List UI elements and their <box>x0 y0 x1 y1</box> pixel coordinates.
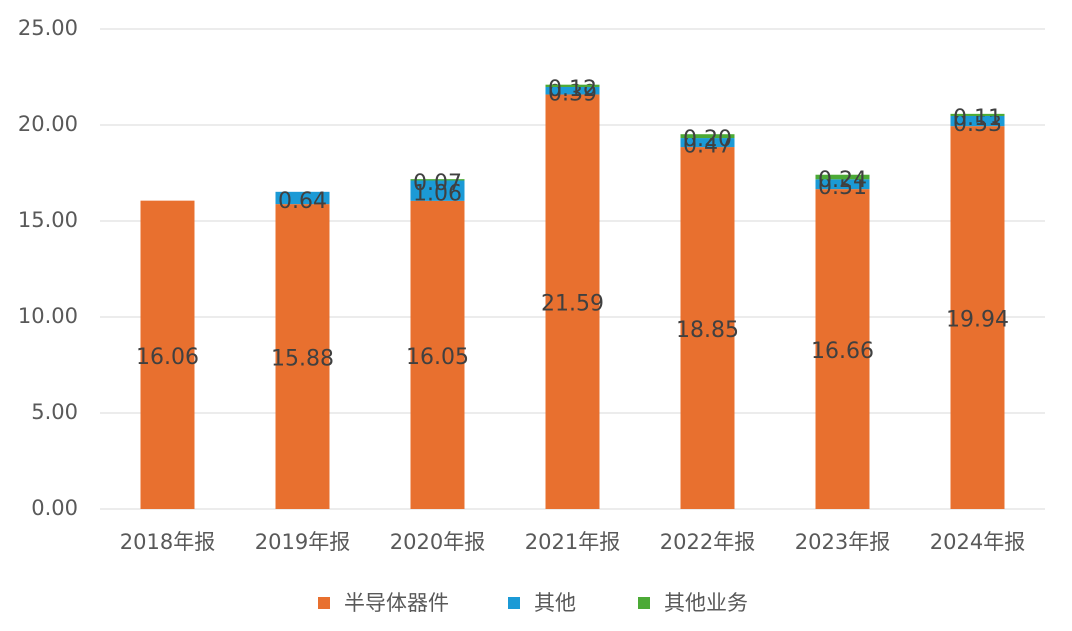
y-tick-label: 15.00 <box>18 208 78 232</box>
data-label: 0.07 <box>413 171 462 196</box>
bar-segment <box>275 204 330 509</box>
bar-segment <box>815 179 870 190</box>
data-label: 16.66 <box>811 339 874 364</box>
legend-label: 其他业务 <box>664 591 748 615</box>
legend-swatch <box>638 597 650 609</box>
x-tick-label: 2021年报 <box>525 530 620 554</box>
bar-segment <box>545 86 600 95</box>
data-label: 16.05 <box>406 345 469 370</box>
data-label: 0.24 <box>818 168 867 193</box>
y-tick-label: 25.00 <box>18 16 78 40</box>
y-tick-label: 0.00 <box>31 496 78 520</box>
bar-segment <box>815 189 870 510</box>
bar-segment <box>410 179 465 181</box>
data-label: 16.06 <box>136 345 199 370</box>
legend-swatch <box>318 597 330 609</box>
bar-segment <box>950 113 1005 116</box>
x-tick-label: 2018年报 <box>120 530 215 554</box>
bar-segment <box>680 138 735 148</box>
y-tick-label: 20.00 <box>18 112 78 136</box>
x-tick-label: 2019年报 <box>255 530 350 554</box>
data-label: 18.85 <box>676 318 739 343</box>
x-tick-label: 2023年报 <box>795 530 890 554</box>
bar-segment <box>680 134 735 139</box>
data-label: 19.94 <box>946 308 1009 333</box>
legend-label: 半导体器件 <box>344 591 449 615</box>
legend-label: 其他 <box>534 591 576 615</box>
data-label: 0.20 <box>683 127 732 152</box>
bar-segment <box>950 126 1005 509</box>
bar-segment <box>950 115 1005 127</box>
bar-segment <box>815 174 870 180</box>
y-tick-label: 5.00 <box>31 400 78 424</box>
y-tick-label: 10.00 <box>18 304 78 328</box>
x-tick-label: 2020年报 <box>390 530 485 554</box>
x-tick-label: 2024年报 <box>930 530 1025 554</box>
data-label: 21.59 <box>541 292 604 317</box>
data-label: 0.64 <box>278 189 327 214</box>
data-label: 0.51 <box>818 175 867 200</box>
x-tick-label: 2022年报 <box>660 530 755 554</box>
bar-segment <box>410 200 465 509</box>
bar-segment <box>140 200 195 509</box>
data-label: 0.11 <box>953 106 1002 131</box>
legend-swatch <box>508 597 520 609</box>
bar-segment <box>410 180 465 201</box>
bar-segment <box>545 94 600 510</box>
data-label: 0.12 <box>548 77 597 102</box>
data-label: 1.06 <box>413 182 462 207</box>
bar-segment <box>680 147 735 509</box>
bar-segment <box>275 191 330 205</box>
bar-segment <box>545 84 600 87</box>
data-label: 0.53 <box>953 112 1002 137</box>
data-label: 15.88 <box>271 347 334 372</box>
